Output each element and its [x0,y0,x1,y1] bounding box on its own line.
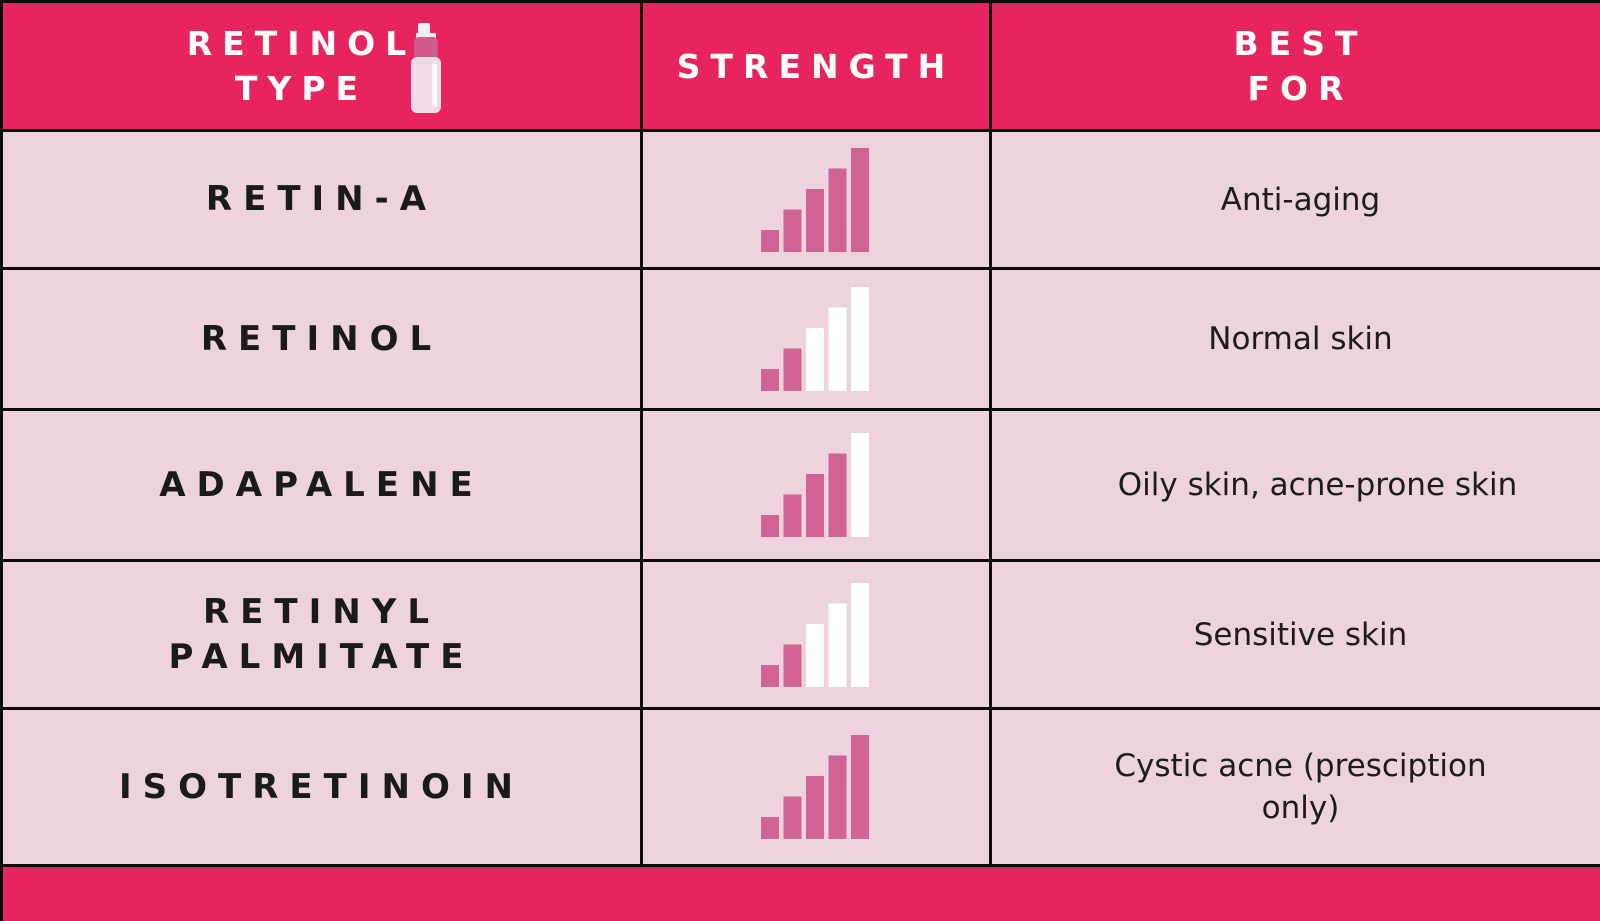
table-row-4-type: RETINYL PALMITATE [3,562,640,707]
table-row-2-strength [643,270,989,408]
table-row-5-best-for: Cystic acne (presciption only) [992,710,1600,864]
signal-bars-icon [761,582,869,687]
strength-bar-filled [851,735,869,839]
row-1-type-label: RETIN-A [205,179,438,219]
strength-bar-filled [828,755,847,839]
table-row-4-strength [643,562,989,707]
table-row-1-best-for: Anti-aging [992,132,1600,267]
header-retinol-type-line1: RETINOL [186,24,417,63]
strength-bar-filled [761,229,779,252]
strength-bar-empty [851,433,869,537]
row-3-type-label: ADAPALENE [159,464,484,505]
row-5-type-label: ISOTRETINOIN [119,766,524,807]
strength-bar-filled [806,776,824,839]
row-5-best-for-line1: Cystic acne (presciption [1114,748,1487,784]
table-row-5-type: ISOTRETINOIN [3,710,640,864]
header-best-for-line2: FOR [1247,69,1354,108]
strength-bar-filled [828,453,847,537]
strength-bar-empty [851,287,869,391]
header-best-for: BEST FOR [992,3,1600,129]
table-row-4-best-for: Sensitive skin [992,562,1600,707]
row-2-best-for-text: Normal skin [1208,321,1393,357]
strength-bar-filled [851,147,869,252]
row-4-best-for-text: Sensitive skin [1193,616,1408,653]
strength-bar-filled [783,494,802,537]
signal-bars-icon [761,147,869,252]
header-retinol-type: RETINOL TYPE [3,3,640,129]
table-row-3-strength [643,411,989,559]
strength-bar-filled [761,369,779,391]
strength-bar-filled [783,209,802,252]
row-2-type-label: RETINOL [200,318,443,359]
table-row-2-type: RETINOL [3,270,640,408]
retinol-comparison-table: RETINOL TYPE STRENGTH BEST FOR RETIN-A A… [3,3,1600,921]
strength-bar-filled [761,515,779,537]
footer-band [3,867,1600,921]
strength-bar-empty [828,307,847,391]
row-4-type-label-line1: RETINYL [203,591,440,632]
serum-bottle-icon [411,23,441,113]
header-strength-label: STRENGTH [676,46,956,86]
strength-bar-filled [761,817,779,839]
header-retinol-type-line2: TYPE [234,69,369,108]
header-strength: STRENGTH [643,3,989,129]
strength-bar-filled [828,168,847,252]
strength-bar-empty [806,623,824,687]
table-row-1-strength [643,132,989,267]
row-3-best-for-text: Oily skin, acne-prone skin [1117,467,1518,503]
signal-bars-icon [761,287,869,391]
strength-bar-empty [806,328,824,391]
table-row-1-type: RETIN-A [3,132,640,267]
strength-bar-empty [828,603,847,687]
strength-bar-filled [783,796,802,839]
signal-bars-icon [761,735,869,839]
strength-bar-filled [806,474,824,537]
strength-bar-filled [783,348,802,391]
row-1-best-for-text: Anti-aging [1220,181,1381,218]
table-row-2-best-for: Normal skin [992,270,1600,408]
row-5-best-for-line2: only) [1261,790,1340,826]
header-best-for-line1: BEST [1233,24,1368,63]
signal-bars-icon [761,433,869,537]
row-4-type-label-line2: PALMITATE [168,636,475,677]
strength-bar-filled [761,664,779,687]
strength-bar-filled [806,188,824,252]
strength-bar-empty [851,582,869,687]
table-row-5-strength [643,710,989,864]
table-row-3-best-for: Oily skin, acne-prone skin [992,411,1600,559]
strength-bar-filled [783,644,802,687]
table-row-3-type: ADAPALENE [3,411,640,559]
